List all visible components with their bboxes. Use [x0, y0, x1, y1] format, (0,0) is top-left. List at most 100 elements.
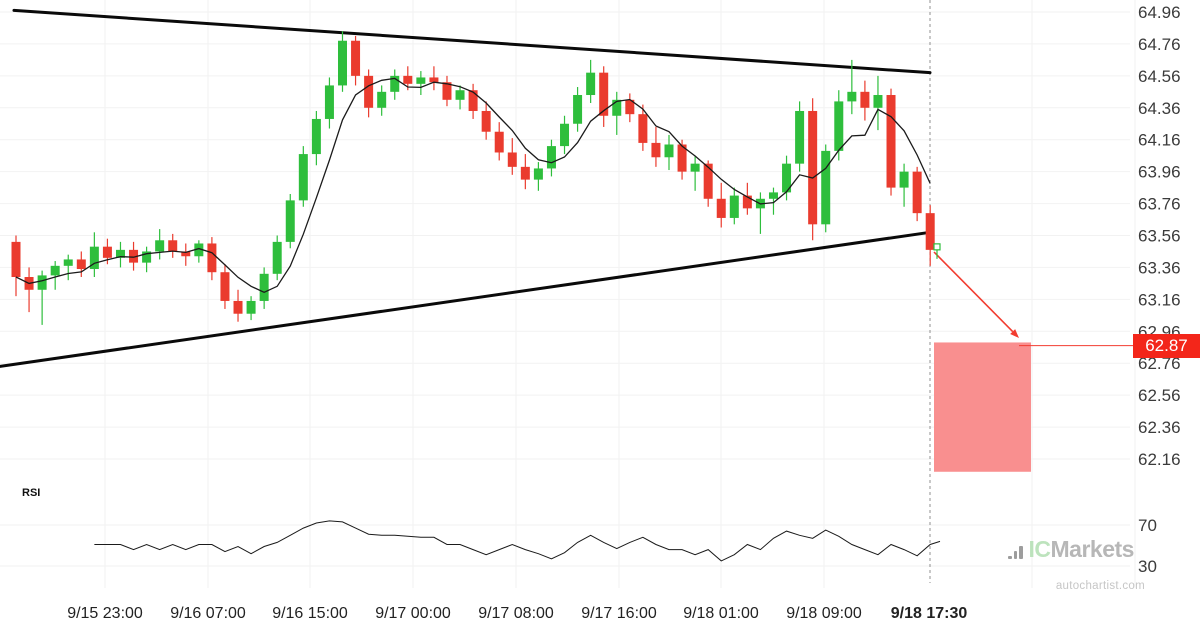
candle-body-up	[795, 110, 805, 164]
y-axis-label: 64.76	[1138, 35, 1181, 54]
candle-body-up	[115, 249, 125, 258]
candle-body-up	[612, 99, 622, 116]
candle-body-up	[324, 85, 334, 119]
candle-body-up	[455, 90, 465, 100]
trendline-upper	[12, 8, 932, 75]
y-axis-label: 64.36	[1138, 99, 1181, 118]
candle-body-up	[338, 40, 347, 86]
candle-body-down	[625, 99, 635, 115]
candle-body-up	[89, 246, 99, 270]
candle-body-down	[808, 110, 818, 225]
y-axis-label: 63.76	[1138, 195, 1181, 214]
candle-body-down	[703, 163, 713, 199]
candle-body-down	[860, 91, 870, 108]
candle-body-up	[63, 259, 73, 266]
candle-body-down	[468, 90, 478, 111]
candle-body-down	[638, 114, 648, 143]
y-axis-label: 62.36	[1138, 418, 1181, 437]
candle-body-up	[155, 240, 165, 252]
rsi-scale-label: 70	[1138, 516, 1157, 535]
forecast-arrow-head	[1010, 329, 1019, 338]
candle-body-down	[677, 144, 687, 172]
candle-body-up	[311, 118, 321, 155]
x-axis-label: 9/17 00:00	[375, 605, 451, 622]
target-zone	[934, 342, 1031, 472]
x-axis-label: 9/15 23:00	[67, 605, 143, 622]
candle-body-up	[664, 144, 674, 158]
candle-body-up	[194, 243, 204, 257]
x-axis-label: 9/18 01:00	[683, 605, 759, 622]
candle-body-down	[129, 249, 139, 263]
moving-average-line	[15, 77, 931, 294]
candle-body-down	[494, 131, 504, 153]
candle-body-down	[716, 198, 726, 218]
autochartist-credit: autochartist.com	[1055, 580, 1145, 592]
candle-body-up	[390, 75, 400, 92]
y-axis-label: 63.36	[1138, 258, 1181, 277]
candle-body-up	[142, 251, 152, 263]
candle-body-down	[742, 195, 752, 209]
y-axis-label: 63.96	[1138, 163, 1181, 182]
candle-body-down	[76, 259, 86, 270]
candle-body-down	[403, 75, 413, 84]
broker-watermark: IC Markets	[1008, 536, 1134, 563]
target-price-tag: 62.87	[1133, 334, 1200, 358]
candle-body-down	[220, 272, 230, 301]
candle-body-up	[259, 273, 269, 301]
candle-body-down	[364, 75, 374, 108]
watermark-brand-suffix: Markets	[1050, 536, 1135, 562]
candle-body-up	[298, 154, 308, 201]
y-axis-label: 64.16	[1138, 131, 1181, 150]
candle-body-up	[847, 91, 857, 102]
candle-body-down	[912, 171, 922, 214]
candle-body-down	[599, 72, 609, 116]
candle-body-down	[886, 95, 896, 188]
x-axis-label: 9/16 15:00	[272, 605, 348, 622]
candle-body-down	[351, 40, 361, 76]
candle-body-up	[50, 265, 60, 276]
candle-body-down	[233, 300, 243, 314]
candle-body-up	[690, 163, 700, 172]
y-axis-label: 62.16	[1138, 450, 1181, 469]
candle-body-down	[181, 251, 191, 257]
candle-body-down	[520, 166, 530, 180]
x-axis-label: 9/17 16:00	[581, 605, 657, 622]
candle-body-down	[442, 82, 452, 100]
trendline-lower	[0, 230, 932, 368]
rsi-panel-label: RSI	[22, 487, 41, 499]
y-axis-label: 64.96	[1138, 3, 1181, 22]
bar-chart-icon	[1008, 546, 1025, 563]
y-axis-label: 63.16	[1138, 290, 1181, 309]
candle-body-up	[560, 123, 570, 147]
candle-body-up	[246, 300, 256, 314]
candle-body-up	[377, 91, 387, 108]
candle-body-up	[573, 95, 583, 124]
candle-body-up	[899, 171, 909, 188]
candle-body-up	[873, 95, 883, 108]
candle-body-up	[586, 72, 596, 96]
candle-body-up	[729, 195, 739, 218]
rsi-scale-label: 30	[1138, 557, 1157, 576]
y-axis-label: 63.56	[1138, 226, 1181, 245]
candle-body-down	[11, 241, 21, 278]
candle-body-down	[102, 246, 112, 258]
candle-body-up	[37, 275, 47, 290]
y-axis-label: 62.56	[1138, 386, 1181, 405]
watermark-brand-prefix: IC	[1028, 536, 1052, 562]
x-axis-label: 9/17 08:00	[478, 605, 554, 622]
candle-body-up	[416, 77, 426, 84]
breakout-marker	[933, 243, 941, 251]
candle-body-up	[768, 192, 778, 199]
candle-body-down	[507, 152, 517, 167]
y-axis-label: 62.76	[1138, 354, 1181, 373]
candle-body-down	[481, 110, 491, 132]
candle-body-up	[272, 241, 282, 274]
candle-body-down	[168, 240, 178, 252]
y-axis-label: 64.56	[1138, 67, 1181, 86]
candle-body-up	[533, 168, 543, 180]
candle-body-up	[285, 200, 295, 242]
candle-body-down	[429, 77, 439, 83]
candle-body-up	[546, 146, 556, 169]
